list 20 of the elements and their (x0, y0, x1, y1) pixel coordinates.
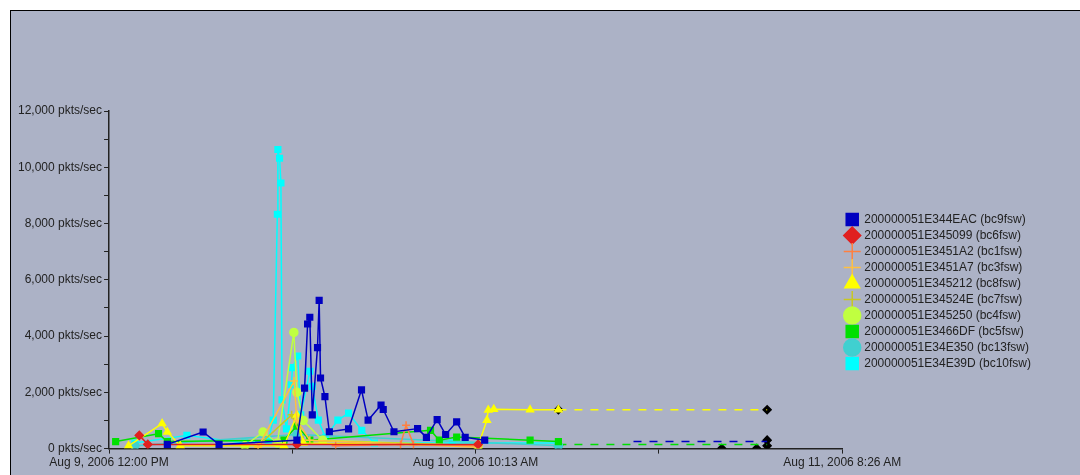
y-tick-label: 4,000 pkts/sec (24, 328, 103, 343)
y-tick-label: 12,000 pkts/sec (17, 103, 103, 118)
y-tick-label: 2,000 pkts/sec (24, 384, 103, 399)
legend-label: 200000051E345212 (bc8fsw) (864, 275, 1022, 290)
legend-label: 200000051E34524E (bc7fsw) (864, 291, 1023, 306)
y-tick-label: 0 pkts/sec (48, 440, 103, 455)
x-tick-label: Aug 9, 2006 12:00 PM (49, 455, 169, 470)
y-tick-label: 6,000 pkts/sec (24, 272, 103, 287)
x-tick-label: Aug 11, 2006 8:26 AM (783, 455, 902, 470)
legend-label: 200000051E345099 (bc6fsw) (864, 227, 1022, 242)
y-tick-label: 10,000 pkts/sec (17, 159, 103, 174)
legend-label: 200000051E3466DF (bc5fsw) (864, 323, 1024, 338)
legend-label: 200000051E34E39D (bc10fsw) (864, 355, 1031, 370)
legend-label: 200000051E3451A7 (bc3fsw) (864, 259, 1023, 274)
y-tick-label: 8,000 pkts/sec (24, 215, 103, 230)
legend-label: 200000051E34E350 (bc13fsw) (864, 339, 1030, 354)
x-tick-label: Aug 10, 2006 10:13 AM (412, 455, 539, 470)
legend-label: 200000051E345250 (bc4fsw) (864, 307, 1022, 322)
legend-label: 200000051E344EAC (bc9fsw) (864, 211, 1026, 226)
legend-label: 200000051E3451A2 (bc1fsw) (864, 243, 1023, 258)
